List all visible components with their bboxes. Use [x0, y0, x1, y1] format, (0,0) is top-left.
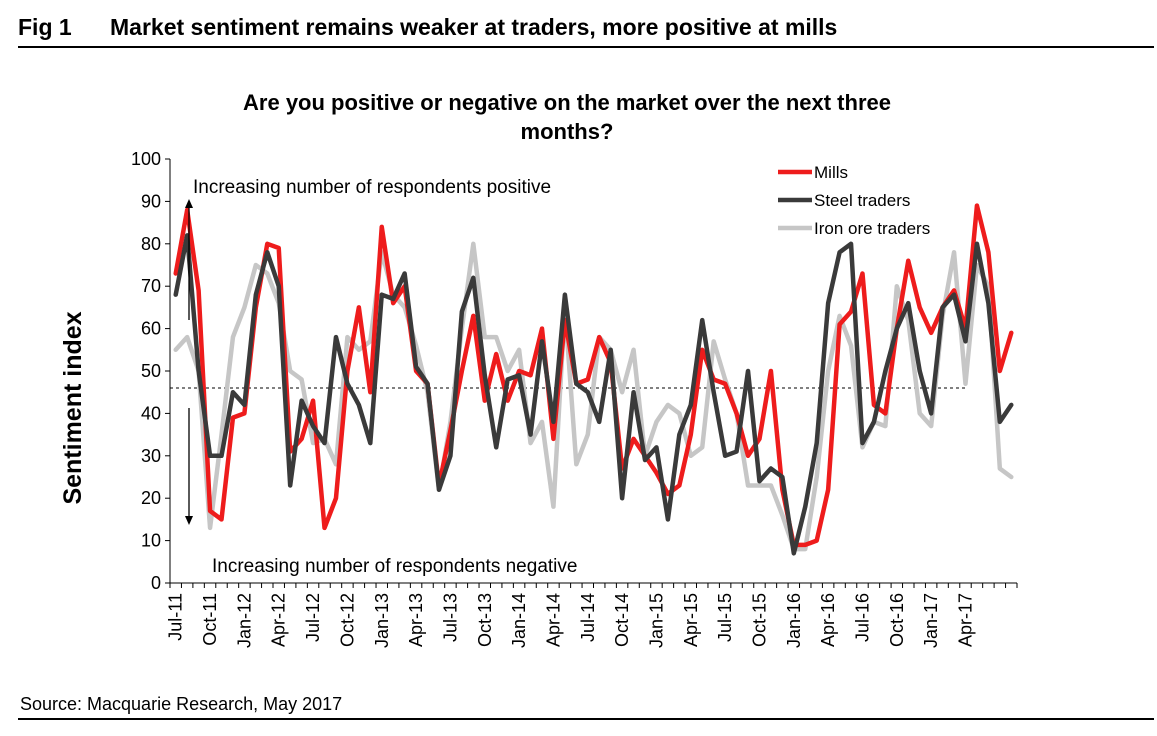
series-layer [173, 203, 1014, 556]
positive-arrowhead-icon [185, 199, 193, 208]
source-footer: Source: Macquarie Research, May 2017 [18, 690, 1154, 720]
legend-label-steel_traders: Steel traders [814, 191, 910, 210]
legend-label-iron_ore_traders: Iron ore traders [814, 219, 930, 238]
x-tick-label: Jul-16 [852, 593, 872, 642]
y-tick-label: 90 [141, 191, 161, 211]
y-tick-label: 70 [141, 276, 161, 296]
x-tick-label: Oct-11 [200, 593, 220, 646]
series-line-mills [173, 203, 1014, 548]
y-tick-label: 50 [141, 361, 161, 381]
legend: Mills Steel traders Iron ore traders [778, 163, 930, 238]
legend-label-mills: Mills [814, 163, 848, 182]
y-tick-label: 10 [141, 531, 161, 551]
y-axis-label: Sentiment index [59, 311, 87, 504]
x-tick-label: Jul-11 [166, 593, 186, 641]
annotation-positive: Increasing number of respondents positiv… [193, 177, 551, 198]
x-tick-label: Oct-14 [612, 593, 632, 647]
source-note: Source: Macquarie Research, May 2017 [20, 694, 343, 714]
x-tick-label: Jan-17 [921, 593, 941, 648]
chart-title-line-2: months? [521, 119, 614, 144]
x-tick-label: Apr-17 [955, 593, 975, 647]
series-line-steel_traders [173, 233, 1014, 556]
y-tick-label: 30 [141, 446, 161, 466]
y-tick-label: 40 [141, 403, 161, 423]
x-tick-label: Jan-13 [372, 593, 392, 648]
x-tick-label: Oct-15 [749, 593, 769, 647]
annotation-negative: Increasing number of respondents negativ… [212, 556, 577, 577]
x-tick-label: Jan-12 [234, 593, 254, 648]
x-tick-label: Apr-14 [543, 593, 563, 647]
x-tick-label: Oct-16 [887, 593, 907, 647]
x-tick-label: Jul-12 [303, 593, 323, 642]
figure-title: Market sentiment remains weaker at trade… [110, 14, 838, 40]
x-tick-label: Jul-15 [715, 593, 735, 642]
x-tick-label: Apr-12 [269, 593, 289, 647]
y-tick-label: 100 [131, 149, 161, 169]
figure-header: Fig 1 Market sentiment remains weaker at… [18, 12, 1154, 48]
x-tick-label: Oct-12 [337, 593, 357, 647]
y-tick-label: 0 [151, 573, 161, 593]
chart-title-line-1: Are you positive or negative on the mark… [243, 90, 891, 115]
y-tick-label: 20 [141, 488, 161, 508]
x-tick-label: Apr-16 [818, 593, 838, 647]
x-tick-label: Apr-15 [681, 593, 701, 647]
x-tick-label: Jul-14 [578, 593, 598, 642]
x-tick-label: Apr-13 [406, 593, 426, 647]
x-tick-label: Jan-16 [784, 593, 804, 648]
x-tick-label: Jan-14 [509, 593, 529, 648]
figure-number: Fig 1 [18, 14, 72, 40]
x-tick-label: Jul-13 [440, 593, 460, 642]
y-tick-label: 80 [141, 234, 161, 254]
x-tick-label: Oct-13 [475, 593, 495, 647]
y-tick-label: 60 [141, 319, 161, 339]
x-tick-label: Jan-15 [646, 593, 666, 648]
axes-layer: 0 10 20 30 40 50 60 70 80 90 100 Jul-11 Oct-11 Jan-12… [131, 149, 1018, 648]
negative-arrowhead-icon [185, 516, 193, 525]
